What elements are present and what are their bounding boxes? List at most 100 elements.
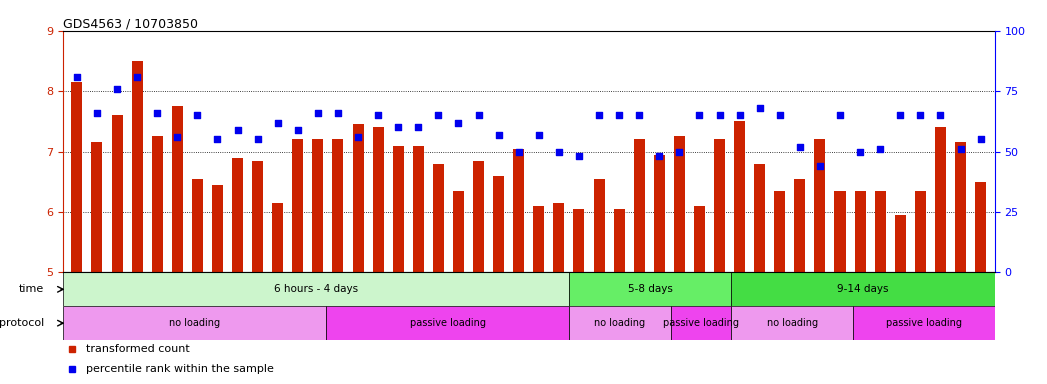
Bar: [493, 176, 505, 272]
Point: [269, 119, 286, 126]
Bar: [63, 306, 327, 340]
Point: [892, 112, 909, 118]
Text: 6 hours - 4 days: 6 hours - 4 days: [274, 284, 358, 294]
Point: [651, 153, 668, 159]
Point: [731, 112, 748, 118]
Point: [752, 105, 768, 111]
Bar: [172, 106, 183, 272]
Bar: [63, 272, 570, 306]
Bar: [731, 272, 995, 306]
Point: [630, 112, 647, 118]
Bar: [373, 127, 383, 272]
Point: [811, 163, 828, 169]
Bar: [232, 157, 243, 272]
Bar: [694, 206, 705, 272]
Bar: [754, 164, 765, 272]
Point: [229, 127, 246, 133]
Bar: [574, 209, 584, 272]
Point: [932, 112, 949, 118]
Bar: [453, 191, 464, 272]
Point: [591, 112, 607, 118]
Bar: [152, 136, 162, 272]
Bar: [473, 161, 484, 272]
Bar: [614, 209, 625, 272]
Bar: [292, 139, 304, 272]
Bar: [192, 179, 203, 272]
Point: [330, 110, 347, 116]
Point: [450, 119, 467, 126]
Point: [430, 112, 447, 118]
Bar: [653, 155, 665, 272]
Bar: [71, 82, 83, 272]
Text: 9-14 days: 9-14 days: [838, 284, 889, 294]
Text: no loading: no loading: [766, 318, 818, 328]
Point: [831, 112, 848, 118]
Bar: [935, 127, 945, 272]
Bar: [513, 149, 525, 272]
Point: [89, 110, 106, 116]
Text: transformed count: transformed count: [86, 344, 190, 354]
Point: [973, 136, 989, 142]
Bar: [132, 61, 142, 272]
Point: [872, 146, 889, 152]
Text: passive loading: passive loading: [886, 318, 962, 328]
Point: [129, 74, 146, 80]
Bar: [853, 306, 995, 340]
Bar: [594, 179, 604, 272]
Point: [310, 110, 327, 116]
Bar: [854, 191, 866, 272]
Bar: [393, 146, 404, 272]
Bar: [112, 115, 122, 272]
Point: [410, 124, 427, 131]
Text: passive loading: passive loading: [663, 318, 739, 328]
Bar: [91, 142, 103, 272]
Bar: [432, 164, 444, 272]
Text: GDS4563 / 10703850: GDS4563 / 10703850: [63, 18, 198, 31]
Point: [370, 112, 386, 118]
Bar: [333, 139, 343, 272]
Point: [671, 149, 688, 155]
Bar: [975, 182, 986, 272]
Bar: [815, 139, 825, 272]
Point: [149, 110, 165, 116]
Bar: [252, 161, 263, 272]
Point: [190, 112, 206, 118]
Point: [792, 144, 808, 150]
Bar: [312, 139, 324, 272]
Point: [531, 132, 548, 138]
Text: no loading: no loading: [595, 318, 645, 328]
Point: [109, 86, 126, 92]
Point: [68, 74, 85, 80]
Text: passive loading: passive loading: [409, 318, 486, 328]
Text: time: time: [19, 284, 44, 294]
Point: [470, 112, 487, 118]
Text: protocol: protocol: [0, 318, 44, 328]
Point: [851, 149, 868, 155]
Point: [209, 136, 226, 142]
Bar: [327, 306, 570, 340]
Bar: [731, 306, 853, 340]
Point: [289, 127, 306, 133]
Point: [711, 112, 728, 118]
Bar: [533, 206, 544, 272]
Point: [571, 153, 587, 159]
Point: [610, 112, 627, 118]
Point: [490, 132, 507, 138]
Bar: [955, 142, 966, 272]
Bar: [670, 306, 731, 340]
Point: [389, 124, 406, 131]
Text: 5-8 days: 5-8 days: [628, 284, 673, 294]
Bar: [570, 272, 731, 306]
Bar: [834, 191, 846, 272]
Bar: [633, 139, 645, 272]
Bar: [553, 203, 564, 272]
Bar: [915, 191, 926, 272]
Point: [551, 149, 567, 155]
Point: [249, 136, 266, 142]
Bar: [874, 191, 886, 272]
Point: [350, 134, 366, 140]
Bar: [353, 124, 363, 272]
Bar: [714, 139, 725, 272]
Point: [169, 134, 185, 140]
Bar: [211, 185, 223, 272]
